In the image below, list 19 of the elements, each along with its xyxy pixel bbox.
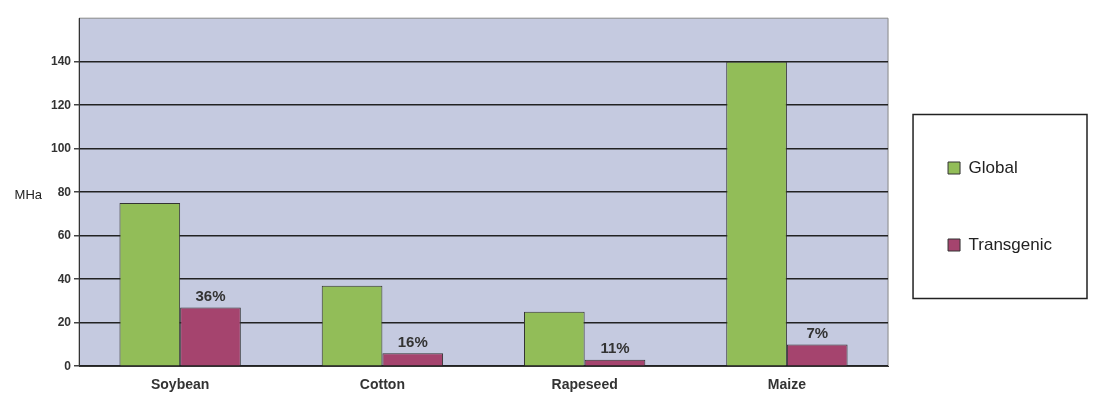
y-tick-label: 60 xyxy=(57,228,72,243)
y-tick-label: 40 xyxy=(57,271,72,286)
x-tick-label: Maize xyxy=(767,376,807,393)
x-tick-label: Rapeseed xyxy=(551,376,618,393)
annotation: 7% xyxy=(806,324,829,342)
y-tick-label: 120 xyxy=(50,97,72,112)
y-tick-label: 0 xyxy=(64,358,72,373)
x-tick-label: Cotton xyxy=(359,376,405,393)
x-tick-label: Soybean xyxy=(150,376,210,393)
annotation: 11% xyxy=(600,339,630,357)
legend-label: Transgenic xyxy=(968,234,1053,254)
y-axis-title: MHa xyxy=(14,187,43,203)
legend-label: Global xyxy=(968,157,1018,177)
annotation: 36% xyxy=(195,287,226,305)
annotation: 16% xyxy=(397,332,428,350)
y-tick-label: 20 xyxy=(57,315,72,330)
y-tick-label: 140 xyxy=(50,54,72,69)
y-tick-label: 80 xyxy=(57,184,72,199)
y-tick-label: 100 xyxy=(50,141,72,156)
